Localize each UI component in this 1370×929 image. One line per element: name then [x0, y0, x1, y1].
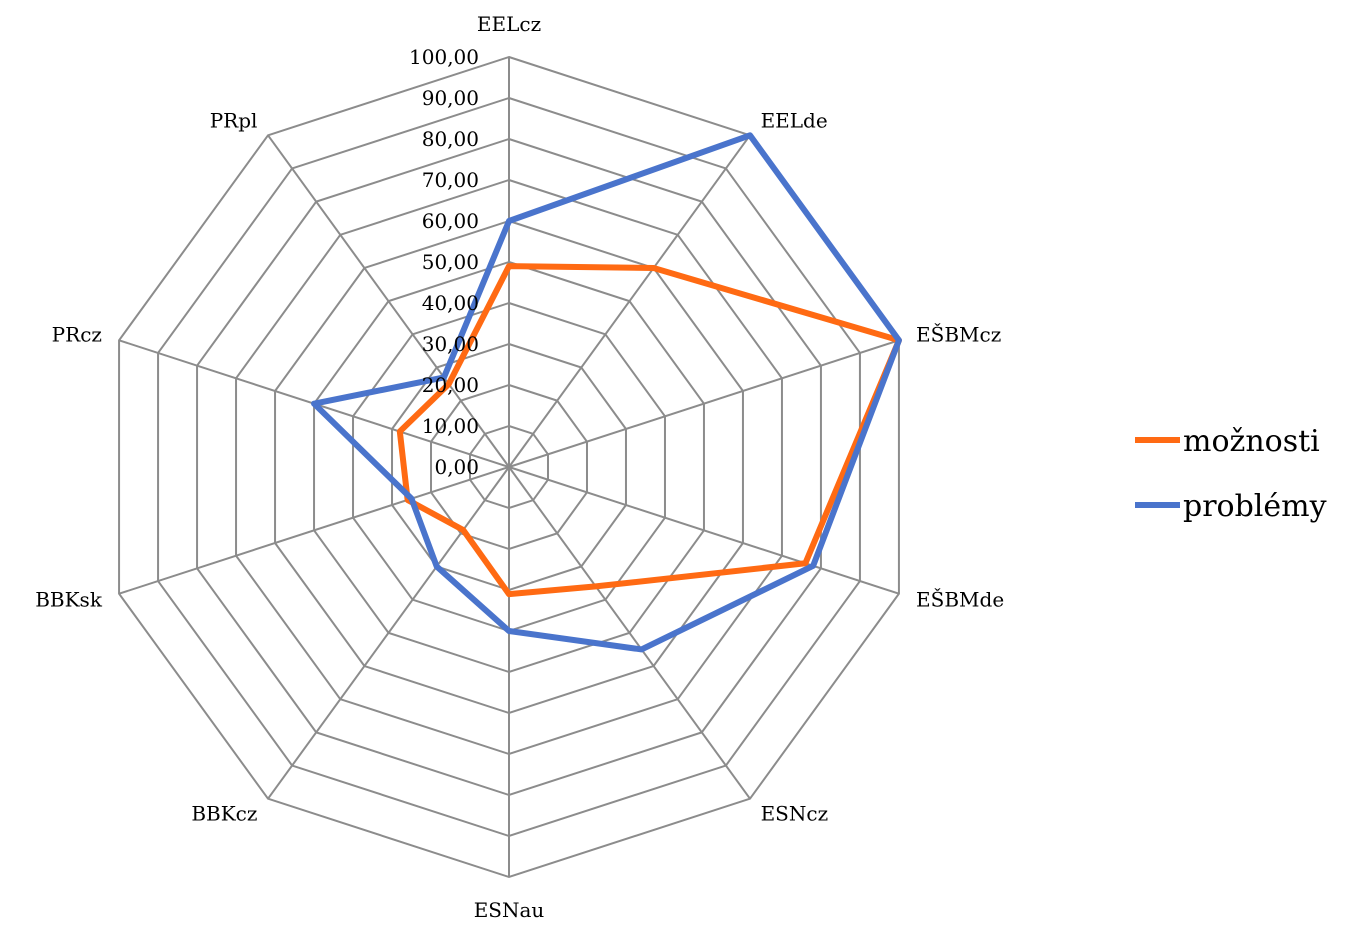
tick-label: 70,00	[422, 168, 479, 192]
tick-label: 20,00	[422, 373, 479, 397]
tick-label: 100,00	[409, 45, 479, 69]
category-label: PRpl	[210, 109, 258, 133]
radar-grid	[118, 55, 900, 879]
grid-spoke	[508, 339, 900, 468]
tick-label: 40,00	[422, 291, 479, 315]
tick-label: 80,00	[422, 127, 479, 151]
legend: možnosti problémy	[1135, 424, 1327, 524]
legend-label-problemy: problémy	[1183, 489, 1327, 524]
tick-label: 0,00	[434, 455, 479, 479]
series-line-0	[396, 263, 902, 598]
legend-label-moznosti: možnosti	[1183, 424, 1320, 459]
tick-label: 90,00	[422, 86, 479, 110]
grid-spoke	[267, 466, 510, 800]
category-label: ESNcz	[761, 801, 829, 825]
tick-label: 60,00	[422, 209, 479, 233]
grid-spoke	[508, 466, 751, 800]
tick-label: 50,00	[422, 250, 479, 274]
radial-tick-labels: 0,00 10,00 20,00 30,00 40,00 50,00 60,00 70,00 8…	[409, 45, 479, 479]
category-label: BBKcz	[191, 801, 257, 825]
grid-spoke	[508, 466, 900, 595]
category-label: BBKsk	[35, 587, 103, 611]
category-label: EELcz	[477, 12, 541, 36]
category-label: PRcz	[52, 323, 102, 347]
category-label: EELde	[761, 109, 828, 133]
category-label: ESNau	[474, 898, 545, 922]
grid-spoke	[508, 134, 751, 468]
category-label: EŠBMcz	[916, 322, 1001, 347]
series-line-1	[311, 132, 902, 653]
grid-spoke	[267, 134, 510, 468]
category-labels: EELcz EELde EŠBMcz EŠBMde ESNcz ESNau BBKcz BBK…	[35, 12, 1004, 922]
tick-label: 10,00	[422, 414, 479, 438]
radar-series	[311, 132, 902, 653]
grid-spoke	[118, 466, 510, 595]
category-label: EŠBMde	[916, 586, 1004, 611]
tick-label: 30,00	[422, 332, 479, 356]
